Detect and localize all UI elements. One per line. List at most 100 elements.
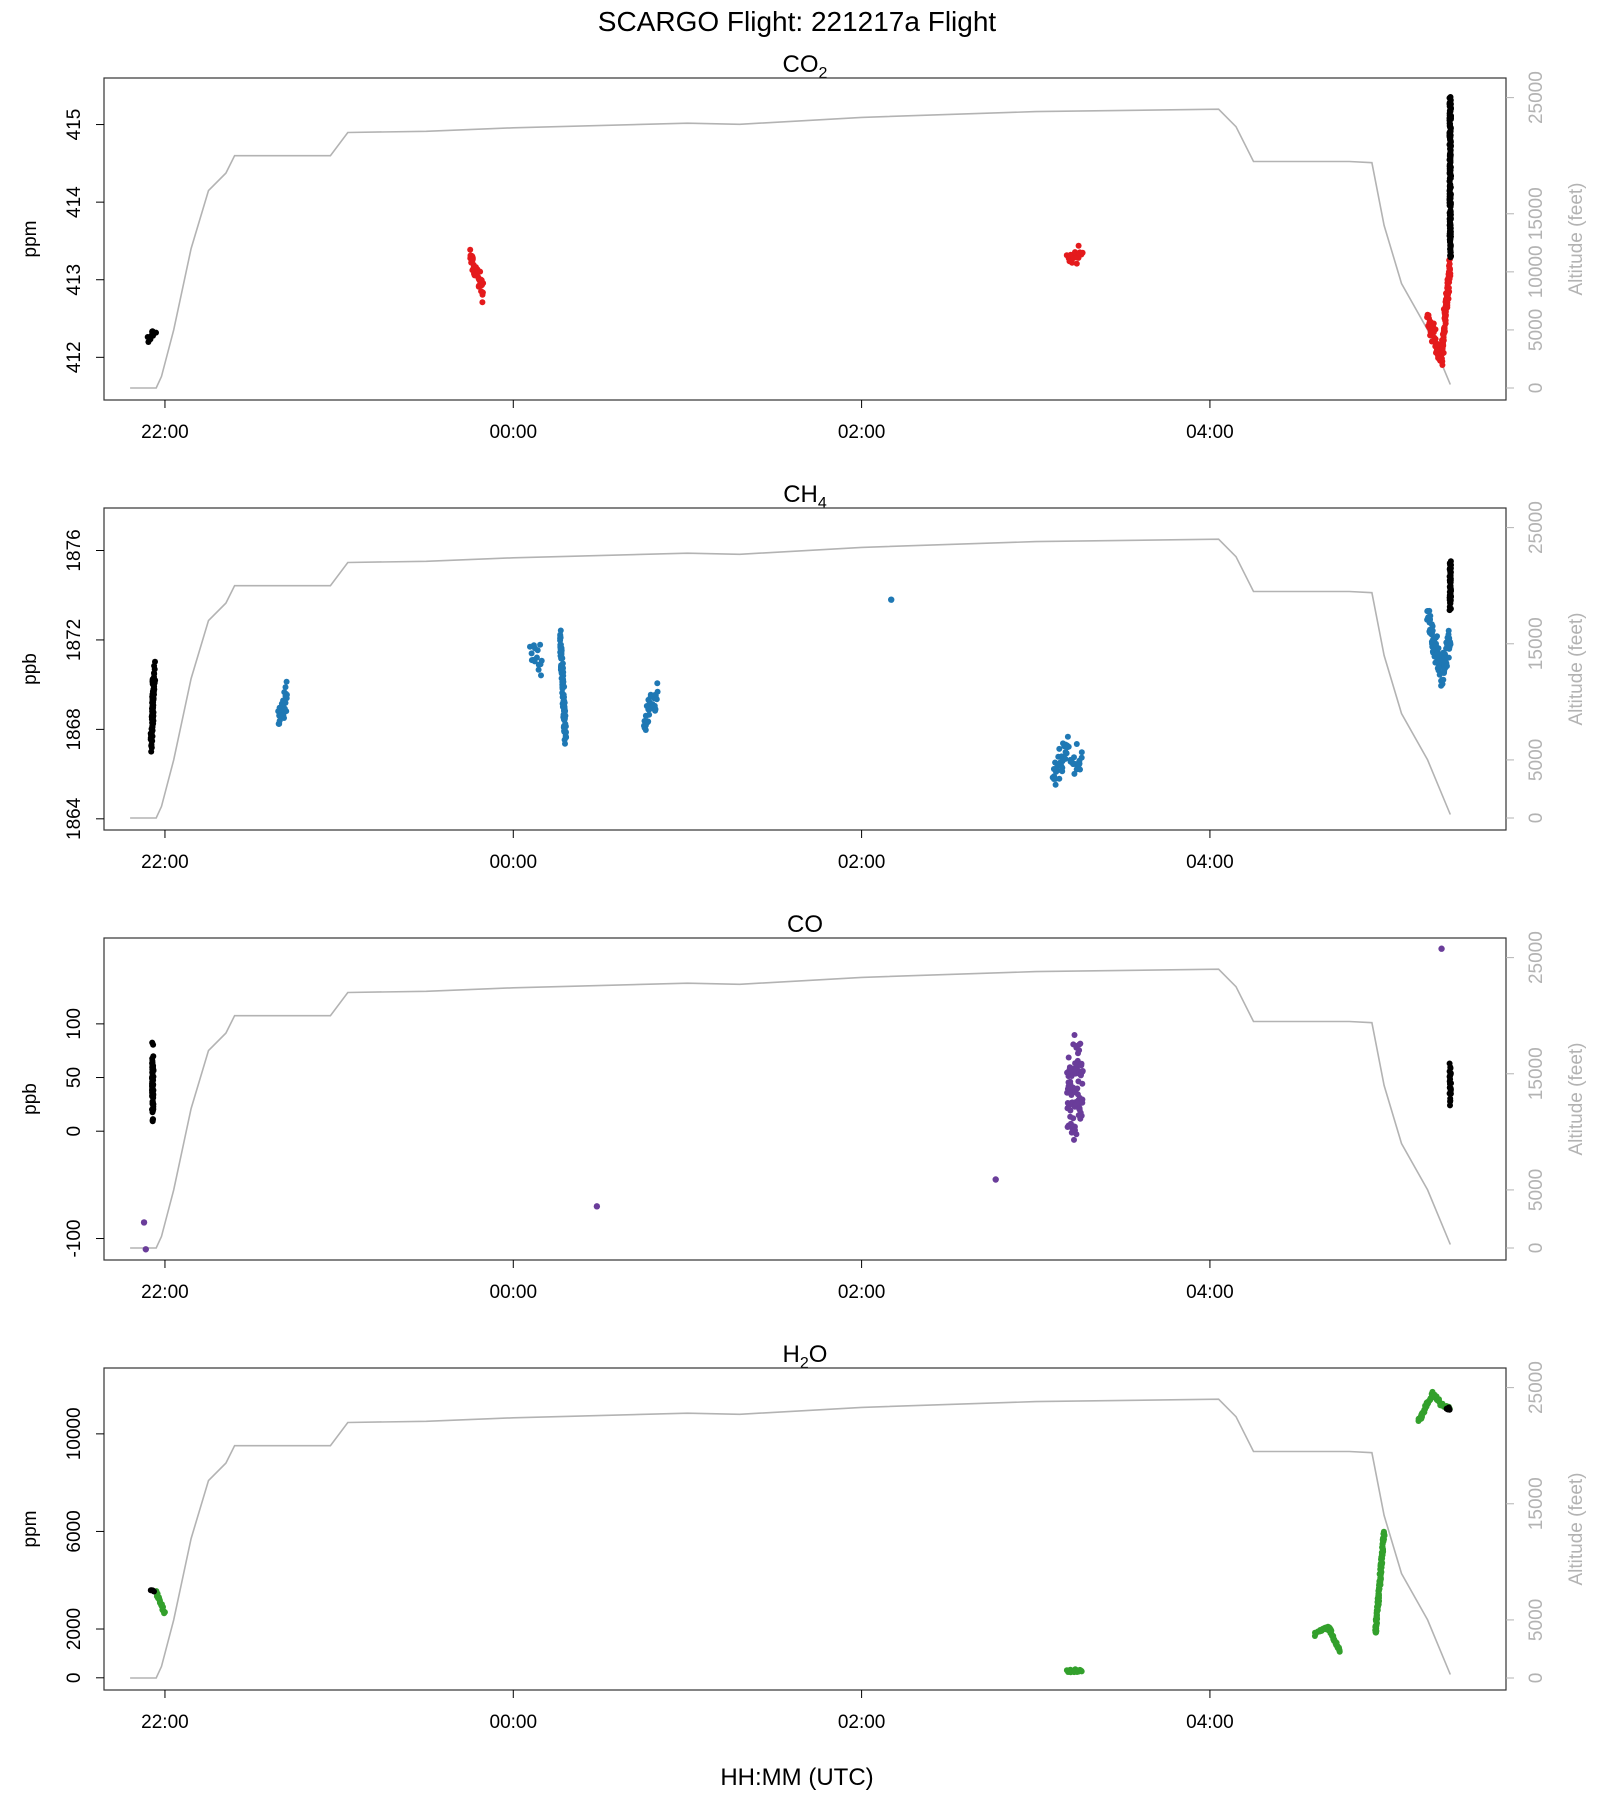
data-point [1429,627,1436,634]
x-tick-label: 00:00 [490,1712,538,1733]
series-h2o-points [153,1388,1453,1676]
x-tick-label: 04:00 [1186,852,1234,873]
y-tick-label: 50 [64,1067,85,1088]
data-point [561,728,568,735]
data-point [1447,238,1454,245]
data-point [283,695,290,702]
altitude-line [130,108,1452,389]
x-tick-label: 04:00 [1186,1282,1234,1303]
data-point [1443,663,1450,670]
data-point [1446,288,1453,295]
data-point [150,1106,157,1113]
data-point [1445,295,1452,302]
data-point [1079,1080,1086,1087]
altitude-tick-label: 5000 [1526,1169,1547,1211]
data-point [1427,612,1434,619]
series-flagged-points [147,1587,157,1595]
y-tick-label: 1872 [64,619,85,661]
data-point [1446,1406,1453,1413]
data-point [152,677,159,684]
data-point [1447,266,1453,273]
data-point [1447,599,1454,606]
data-point [538,657,545,664]
data-point [469,256,476,263]
altitude-tick-label: 25000 [1526,931,1547,984]
data-point [1447,1064,1454,1071]
y-tick-label: 413 [64,264,85,296]
data-point [992,1176,999,1183]
y-tick-label: 0 [64,1673,85,1684]
data-point [561,683,568,690]
data-point [1056,745,1063,752]
data-point [534,647,541,654]
altitude-tick-label: 5000 [1526,309,1547,351]
data-point [1432,336,1439,342]
data-point [149,1100,156,1107]
data-point [559,655,566,662]
y-tick-label: -100 [64,1220,85,1258]
data-point [1435,645,1442,652]
panel-1: CO2 22:00 00:00 02:00 04:00 412 413 414 415 ppm 0 5… [20,51,1587,443]
data-point [1071,1136,1077,1143]
data-point [1071,1032,1078,1038]
data-point [1074,1085,1081,1092]
y-tick-label: 2000 [64,1608,85,1650]
data-point [150,1067,157,1074]
data-point [1054,767,1060,774]
data-point [559,660,566,667]
altitude-tick-label: 25000 [1526,71,1547,124]
data-point [1448,253,1454,259]
data-point [1446,275,1453,282]
data-point [557,627,564,634]
data-point [281,715,287,721]
data-point [1445,654,1452,661]
panel-4: H2O 22:00 00:00 02:00 04:00 0 2000 6000 10000 ppm… [20,1341,1587,1733]
y-tick-label: 415 [64,109,85,141]
x-tick-label: 22:00 [141,1712,189,1733]
data-point [149,1116,156,1123]
data-point [560,669,567,676]
data-point [1440,349,1447,356]
data-point [1447,1076,1454,1083]
plot-frame [103,77,1507,401]
data-point [1079,249,1086,256]
y-tick-label: 412 [64,341,85,373]
data-point [1073,741,1080,747]
data-point [1438,355,1445,362]
data-point [1446,230,1453,237]
data-point [1426,607,1433,614]
data-point [149,1075,156,1082]
data-point [888,596,895,603]
data-point [1073,260,1080,267]
data-point [560,691,567,698]
x-tick-label: 04:00 [1186,1712,1234,1733]
y-tick-label: 0 [64,1126,85,1137]
data-point [149,1062,156,1068]
series-flagged-points [1446,1060,1454,1109]
y-tick-label: 1864 [64,797,85,840]
data-point [1447,1071,1454,1078]
x-tick-label: 22:00 [141,1282,189,1303]
data-point [1438,945,1445,952]
altitude-tick-label: 15000 [1526,1047,1547,1100]
data-point [1064,733,1071,740]
data-point [1442,317,1449,324]
data-point [557,635,564,642]
y-axis-label: ppb [20,653,41,685]
altitude-tick-label: 25000 [1526,1361,1547,1414]
altitude-axis-label: Altitude (feet) [1566,613,1587,726]
data-point [1076,1047,1083,1054]
series-flagged-points [147,658,159,755]
data-point [563,734,570,741]
data-point [1073,1131,1080,1138]
y-axis-label: ppb [20,1083,41,1115]
data-point [1075,242,1082,249]
data-point [480,280,487,287]
data-point [1063,750,1070,757]
data-point [1071,754,1077,761]
series-ch4-points [888,596,895,603]
data-point [1440,676,1447,683]
altitude-axis-label: Altitude (feet) [1566,1043,1587,1156]
data-point [537,641,544,648]
